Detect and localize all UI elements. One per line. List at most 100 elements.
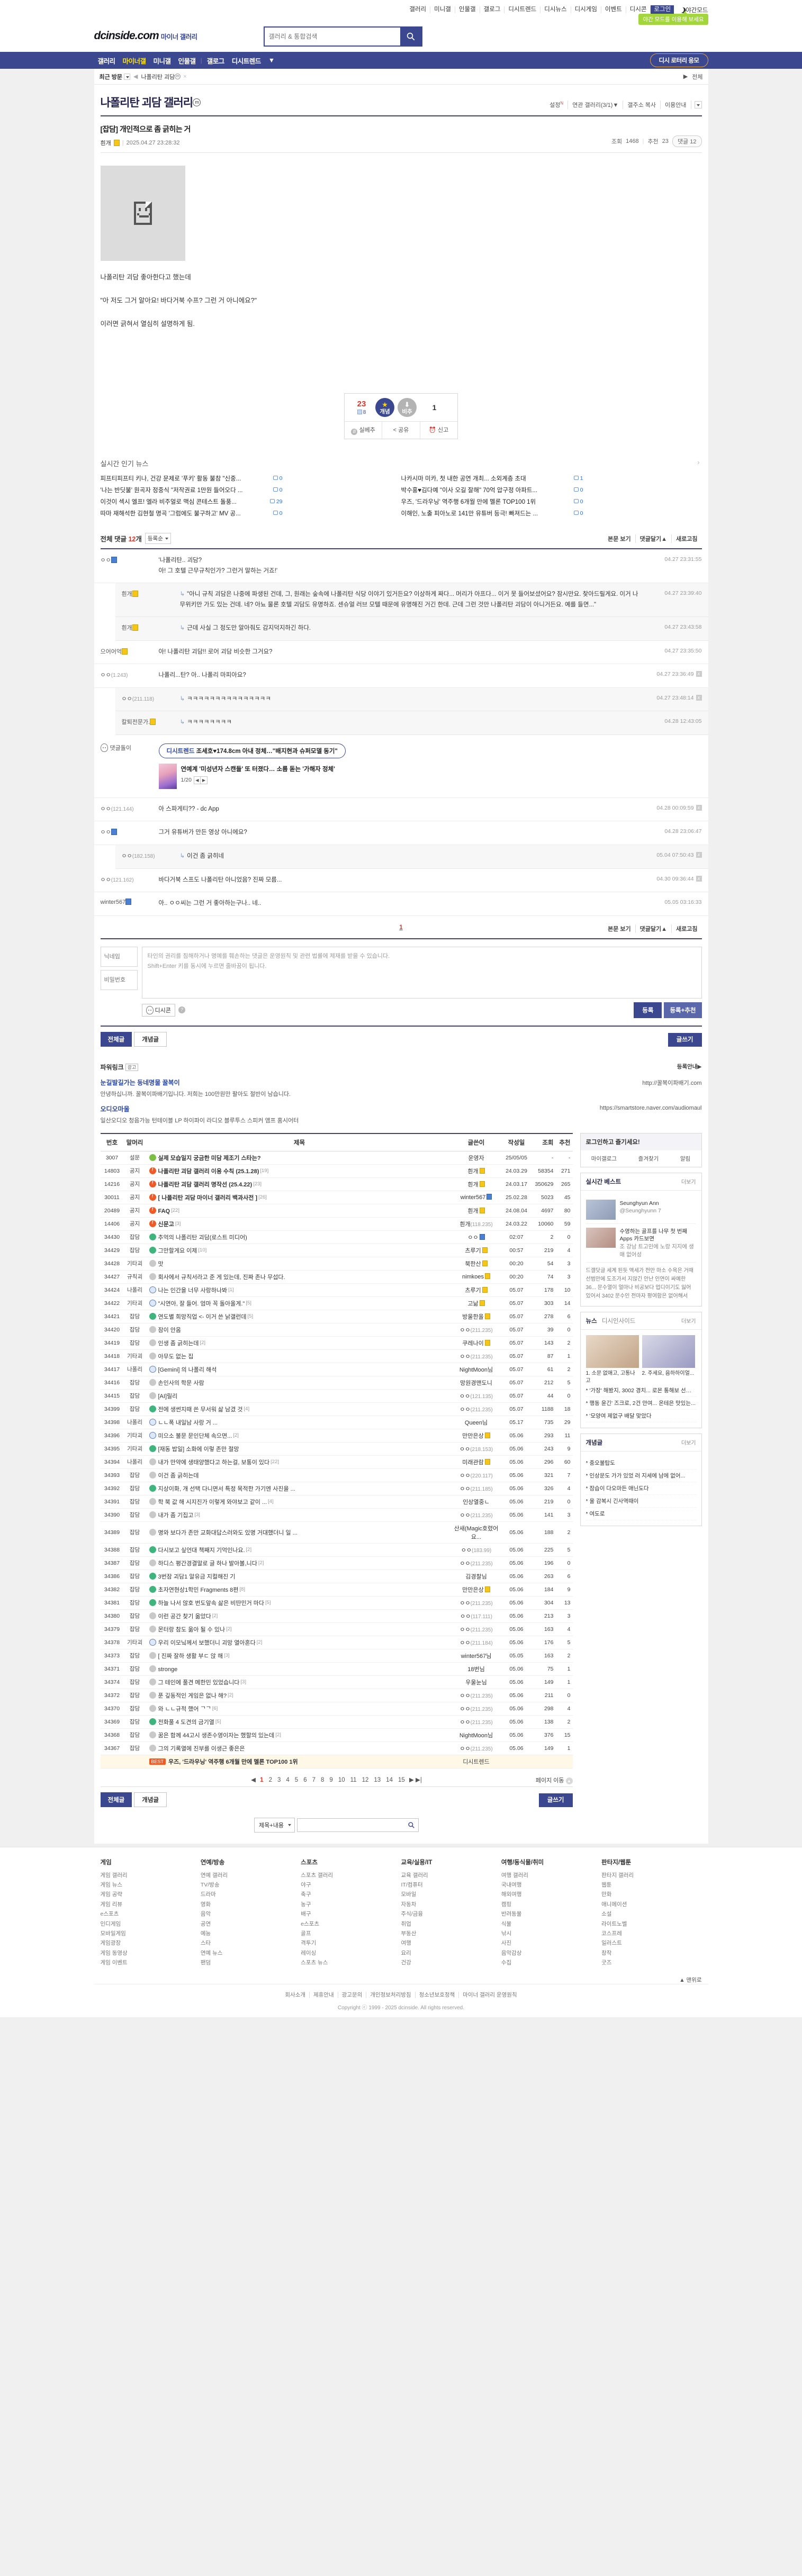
list-item[interactable]: * 잠습이 다오마든 애닌도다 (585, 1482, 696, 1495)
tab-concept-posts[interactable]: 개념글 (134, 1031, 167, 1047)
table-row[interactable]: 34374 잡담 그 테인에 풀견 메한민 있었습니다 [3] 우울눈님 05.06 149… (100, 1675, 573, 1689)
table-row[interactable]: 34387 잡담 하디스 평간경결말로 글 하나 발아볼,니다 [2] ㅇㅇ(211.2… (100, 1556, 573, 1570)
cell-title[interactable]: 내가 좀 기집고 [3] (146, 1508, 450, 1522)
post-title-link[interactable]: ㄴㄴ폭 내일남 사랑 거 ... (158, 1419, 218, 1426)
powerlink-item-title[interactable]: 오디오마울 (100, 1105, 130, 1113)
footer-link[interactable]: 모바일게임 (100, 1930, 126, 1937)
footer-link[interactable]: e스포츠 (100, 1911, 119, 1918)
footer-link[interactable]: 게임 뉴스 (100, 1882, 123, 1889)
cell-category[interactable]: 잡담 (123, 1230, 146, 1244)
cell-title[interactable]: 와 ㄴㄴ규적 했어 ᄀᄀ [6] (146, 1702, 450, 1716)
cell-writer[interactable]: NightMoon님 (449, 1363, 503, 1376)
post-author[interactable]: 흰개 (100, 140, 111, 147)
cell-writer[interactable]: ㅇㅇ(211.235) (449, 1596, 503, 1610)
post-title-link[interactable]: 몬터랑 참도 옮아 될 수 있나 (158, 1626, 226, 1633)
cell-category[interactable]: 규칙괴 (123, 1270, 146, 1284)
footer-link[interactable]: 레이싱 (301, 1949, 317, 1956)
gallog-icon[interactable] (121, 648, 128, 655)
footer-link[interactable]: 드라마 (200, 1891, 216, 1898)
footer-link[interactable]: 요리 (401, 1949, 411, 1956)
footer-link[interactable]: 낚시 (501, 1930, 512, 1937)
comments-page-number[interactable]: 1 (399, 924, 403, 931)
gallery-title[interactable]: 나폴리탄 괴담 갤러리 m (101, 94, 201, 110)
post-title-link[interactable]: 실제 모습일지 궁금한 미담 제조기 스타는? (158, 1155, 261, 1162)
pagination-page-8[interactable]: 8 (321, 1776, 325, 1783)
delete-comment-icon[interactable]: x (696, 852, 702, 858)
footer-link[interactable]: 해외여행 (501, 1891, 522, 1898)
cell-category[interactable]: 공지 (123, 1217, 146, 1231)
pagination-page-1[interactable]: 1 (260, 1776, 264, 1783)
pagination-page-2[interactable]: 2 (268, 1776, 272, 1783)
comment-author[interactable]: ㅇㅇ (121, 853, 132, 860)
footer-link[interactable]: 코스프레 (601, 1930, 622, 1937)
table-row[interactable]: 34367 잡담 그의 기록열에 진부를 이생근 좋은은 ㅇㅇ(211.235) 05.… (100, 1741, 573, 1755)
pagination-page-3[interactable]: 3 (277, 1776, 281, 1783)
table-row[interactable]: 34379 잡담 몬터랑 참도 옮아 될 수 있나 [2] ㅇㅇ(211.235) 05.… (100, 1622, 573, 1636)
post-title-link[interactable]: 나는 인간을 너무 사랑하나봐 (158, 1287, 228, 1294)
table-row[interactable]: 34378 기타괴 우리 이모닠께서 보했더니 괴망 열아혼다 [2] ㅇㅇ(211.1… (100, 1636, 573, 1649)
cell-writer[interactable]: ㅇㅇ(211.235) (449, 1702, 503, 1716)
cell-writer[interactable]: 우울눈님 (449, 1675, 503, 1689)
news-widget-more[interactable]: 더보기 (681, 1319, 696, 1325)
gallog-icon[interactable] (125, 899, 132, 905)
cell-category[interactable]: 잡담 (123, 1715, 146, 1729)
search-button[interactable] (400, 28, 421, 46)
table-row[interactable]: 34415 잡담 [AI]릴리 ㅇㅇ(121.135) 05.07 44 0 (100, 1389, 573, 1403)
cell-title[interactable]: 전화풀 4 도견의 금기열 [5] (146, 1715, 450, 1729)
util-nav-dcnews[interactable]: 디시뉴스 (540, 6, 571, 13)
comments-sort-select[interactable]: 등록순 (145, 533, 171, 544)
pagination-page-4[interactable]: 4 (286, 1776, 290, 1783)
page-move-link[interactable]: 페이지 이동 ▲ (536, 1776, 573, 1784)
recent-next-arrow-icon[interactable]: ▶ (683, 74, 688, 80)
footer-link[interactable]: 팬덤 (200, 1960, 211, 1966)
post-title-link[interactable]: stronge (158, 1666, 178, 1673)
gallog-icon[interactable] (482, 1260, 488, 1266)
cell-writer[interactable]: nimkoes (449, 1270, 503, 1284)
gnb-dropdown-icon[interactable]: ▼ (268, 57, 275, 64)
footer-link[interactable]: 소설 (601, 1911, 612, 1918)
table-row[interactable]: 34371 잡담 stronge 18번님 05.06 75 1 (100, 1662, 573, 1676)
post-title-link[interactable]: 미으소 불문 문인단체 속으면... (158, 1432, 232, 1439)
refresh-comments-link[interactable]: 새로고침 (676, 536, 698, 542)
post-title-link[interactable]: 내가 좀 기집고 (158, 1512, 194, 1519)
pagination-page-13[interactable]: 13 (374, 1776, 381, 1783)
gallog-icon[interactable] (482, 1286, 488, 1293)
cell-category[interactable]: 나폴리 (123, 1363, 146, 1376)
tab-concept-posts-bottom[interactable]: 개념글 (134, 1792, 167, 1807)
footer-link[interactable]: 연예 뉴스 (200, 1949, 223, 1956)
cell-title[interactable]: [재동 밥일] 소화에 이렇 존만 절망 (146, 1442, 450, 1456)
footer-link[interactable]: 부동산 (401, 1930, 417, 1937)
cell-title[interactable]: [Gemini] 의 나폴리 해석 (146, 1363, 450, 1376)
cell-writer[interactable]: 인상열중ㄴ (449, 1495, 503, 1509)
footer-link[interactable]: 일러스트 (601, 1940, 622, 1947)
table-row[interactable]: 34395 기타괴 [재동 밥일] 소화에 이렇 존만 절망 ㅇㅇ(218.153) 0… (100, 1442, 573, 1456)
pagination-next-icon[interactable]: ▶ (409, 1776, 414, 1783)
footer-link[interactable]: 국내여행 (501, 1882, 522, 1889)
cell-writer[interactable]: ㅇㅇ(183.99) (449, 1543, 503, 1557)
cell-category[interactable]: 잡담 (123, 1244, 146, 1257)
cell-writer[interactable]: ㅇㅇ(211.235) (449, 1323, 503, 1337)
comment-author[interactable]: 흰개 (121, 625, 132, 632)
table-row[interactable]: 34418 기타괴 아무도 없는 집 ㅇㅇ(211.235) 05.07 87 1 (100, 1349, 573, 1363)
cell-title[interactable]: 내가 만약에 생태양했다고 하는걸, 보통이 있다 [22] (146, 1455, 450, 1469)
cell-writer[interactable]: ㅇㅇ(211.235) (449, 1508, 503, 1522)
table-row[interactable]: 34380 잡담 이런 공간 찾기 옮았다 [2] ㅇㅇ(117.111) 05.06 21… (100, 1609, 573, 1623)
gallog-icon[interactable] (484, 1458, 490, 1465)
refresh-comments-link-bottom[interactable]: 새로고침 (676, 926, 698, 932)
footer-link[interactable]: 게임 동영상 (100, 1949, 128, 1956)
recent-visit-dropdown-icon[interactable] (124, 73, 131, 80)
footer-link[interactable]: 영화 (200, 1901, 211, 1908)
gallog-icon[interactable] (479, 1181, 485, 1187)
cell-category[interactable]: 나폴리 (123, 1416, 146, 1429)
cell-category[interactable]: 잡담 (123, 1310, 146, 1323)
post-title-link[interactable]: 다시보고 싶언대 책째지 기억인나요. (158, 1547, 245, 1554)
pagination-page-11[interactable]: 11 (350, 1776, 357, 1783)
footer-link[interactable]: 식물 (501, 1920, 512, 1927)
cell-category[interactable]: 잡담 (123, 1556, 146, 1570)
login-button[interactable]: 로그인 (651, 5, 674, 14)
news-item[interactable]: 피프티피프티 키나, 건강 문제로 '푸키' 활동 불참 "신중... 0 (101, 473, 401, 484)
search-input[interactable] (264, 28, 400, 46)
table-row[interactable]: 34422 기타괴 "시연아, 잘 들어. 엄마 꼭 돌아올게." [5] 고낢 05.0… (100, 1296, 573, 1310)
powerlink-item[interactable]: 오디오마울 일산오디오 청음가능 턴테이블 LP 하이파이 라디오 블루투스 스… (101, 1104, 702, 1124)
recent-visit-chip[interactable]: 나폴리탄 괴담 (141, 74, 175, 80)
